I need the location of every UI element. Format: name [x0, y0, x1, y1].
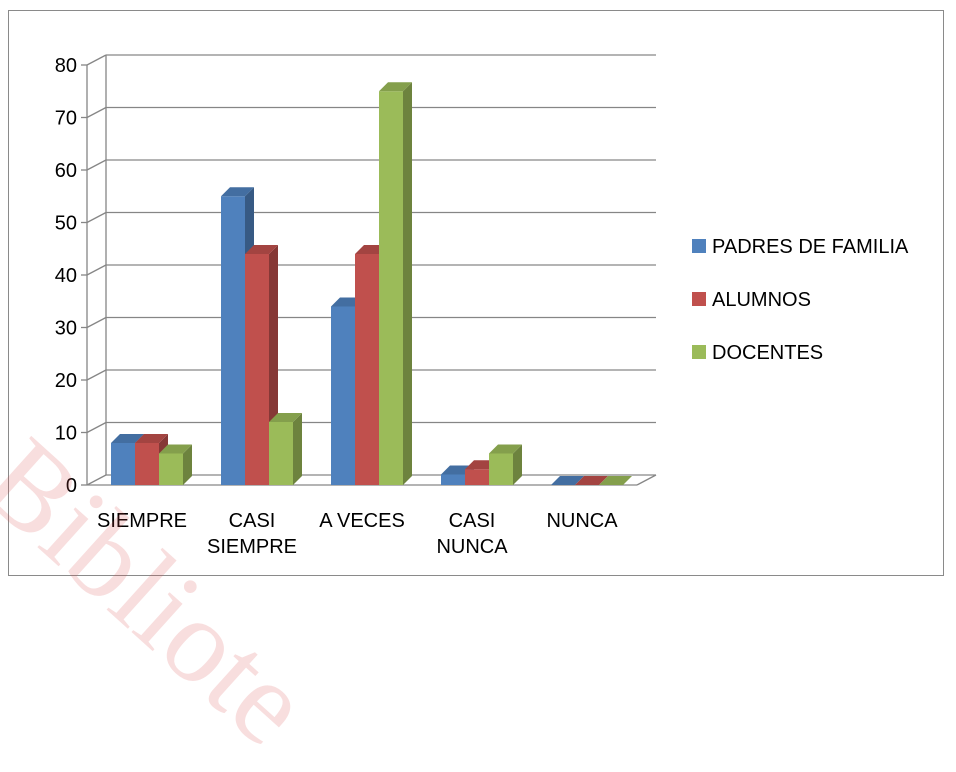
bar — [575, 476, 608, 485]
bar — [269, 413, 302, 485]
x-tick-labels: SIEMPRE CASI SIEMPRE A VECES CASI NUNCA NUNCA — [97, 510, 618, 558]
bar-side — [513, 444, 522, 485]
y-tick-label: 80 — [55, 55, 77, 77]
y-tick-label: 40 — [55, 265, 77, 287]
bar-side — [293, 413, 302, 485]
legend-swatch — [692, 239, 706, 253]
gridline-side — [86, 474, 107, 486]
bar-front — [221, 196, 245, 485]
gridline-side — [86, 264, 107, 276]
bar-front — [331, 306, 355, 485]
bar-top — [599, 476, 632, 485]
legend-label: DOCENTES — [712, 342, 823, 364]
bar-front — [489, 453, 513, 485]
bar — [159, 444, 192, 485]
bars — [111, 82, 632, 485]
gridline-side — [86, 106, 107, 119]
y-tick-label: 50 — [55, 213, 77, 235]
y-tick-label: 10 — [55, 423, 77, 445]
y-tick-label: 70 — [55, 108, 77, 130]
bar — [489, 444, 522, 485]
bar-front — [269, 422, 293, 485]
legend-label: PADRES DE FAMILIA — [712, 236, 909, 258]
bar-top — [575, 476, 608, 485]
legend-swatch — [692, 345, 706, 359]
chart-frame: 0 10 20 30 40 50 60 70 80 SIEMPRE CASI SIEMPRE A VE… — [0, 10, 944, 770]
gridline-side — [86, 421, 107, 434]
bar — [379, 82, 412, 485]
bar-front — [355, 254, 379, 485]
gridline-side — [86, 316, 107, 329]
y-tick-label: 0 — [66, 475, 77, 497]
y-tick-label: 20 — [55, 370, 77, 392]
bar-top — [221, 187, 254, 197]
gridline-side — [86, 211, 107, 224]
x-tick-label: NUNCA — [546, 510, 618, 532]
gridline-side — [86, 159, 107, 171]
floor-edge — [636, 474, 657, 486]
bar — [551, 476, 584, 485]
bar-front — [245, 254, 269, 485]
x-tick-label: CASI — [449, 510, 496, 532]
bar-front — [159, 453, 183, 485]
bar-front — [379, 91, 403, 485]
x-tick-label: SIEMPRE — [97, 510, 187, 532]
legend-swatch — [692, 292, 706, 306]
bar-top — [245, 245, 278, 254]
bar-front — [111, 443, 135, 485]
y-tick-labels: 0 10 20 30 40 50 60 70 80 — [55, 55, 77, 497]
gridline-side — [86, 54, 107, 66]
x-tick-label: CASI — [229, 510, 276, 532]
x-tick-label: NUNCA — [436, 536, 508, 558]
x-tick-label: A VECES — [319, 510, 405, 532]
y-tick-label: 30 — [55, 318, 77, 340]
bar-side — [403, 82, 412, 485]
y-tick-label: 60 — [55, 160, 77, 182]
bar-front — [135, 443, 159, 485]
bar-side — [183, 444, 192, 485]
bar-top — [489, 444, 522, 454]
bar — [599, 476, 632, 485]
bar-top — [551, 476, 584, 485]
bar-top — [269, 413, 302, 422]
bar-front — [465, 469, 489, 485]
bar-front — [441, 474, 465, 485]
legend: PADRES DE FAMILIA ALUMNOS DOCENTES — [692, 236, 909, 364]
bar-top — [135, 434, 168, 443]
bar-top — [111, 434, 144, 443]
gridline-side — [86, 369, 107, 381]
legend-label: ALUMNOS — [712, 289, 811, 311]
bar-top — [159, 444, 192, 454]
chart-svg: 0 10 20 30 40 50 60 70 80 SIEMPRE CASI SIEMPRE A VE… — [55, 54, 909, 558]
x-tick-label: SIEMPRE — [207, 536, 297, 558]
bar-top — [379, 82, 412, 92]
